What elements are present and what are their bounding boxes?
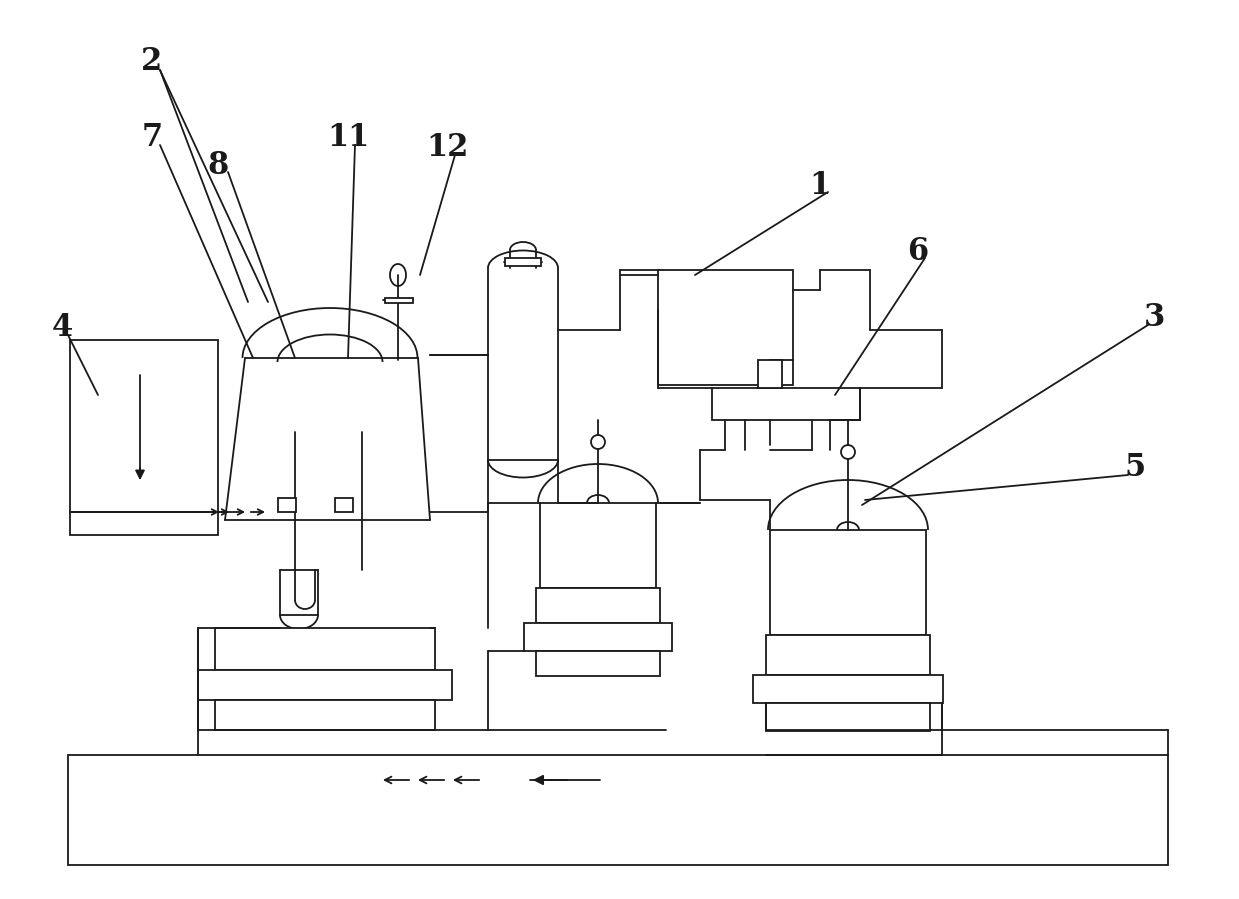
Text: 5: 5 [1125,452,1146,484]
Bar [198,670,452,700]
Bar [216,700,435,730]
Bar [753,675,943,703]
Bar [712,388,860,420]
Bar [506,258,541,266]
Bar [766,635,930,675]
Bar [524,623,672,651]
Text: 2: 2 [141,47,162,77]
Text: 6: 6 [907,236,928,268]
Bar [536,588,660,623]
Bar [335,498,353,512]
Bar [766,703,930,731]
Bar [536,651,660,676]
Bar [769,530,926,635]
Text: 8: 8 [207,149,229,181]
Text: 11: 11 [327,122,369,154]
Bar [68,755,1168,865]
Bar [69,340,218,535]
Bar [540,503,655,588]
Bar [385,298,413,303]
Text: 7: 7 [141,122,162,154]
Text: 1: 1 [809,170,830,200]
Text: 4: 4 [51,313,73,343]
Text: 12: 12 [426,132,470,164]
Bar [216,628,435,670]
Bar [758,360,782,388]
Text: 3: 3 [1145,302,1166,334]
Bar [278,498,296,512]
Bar [658,270,793,385]
